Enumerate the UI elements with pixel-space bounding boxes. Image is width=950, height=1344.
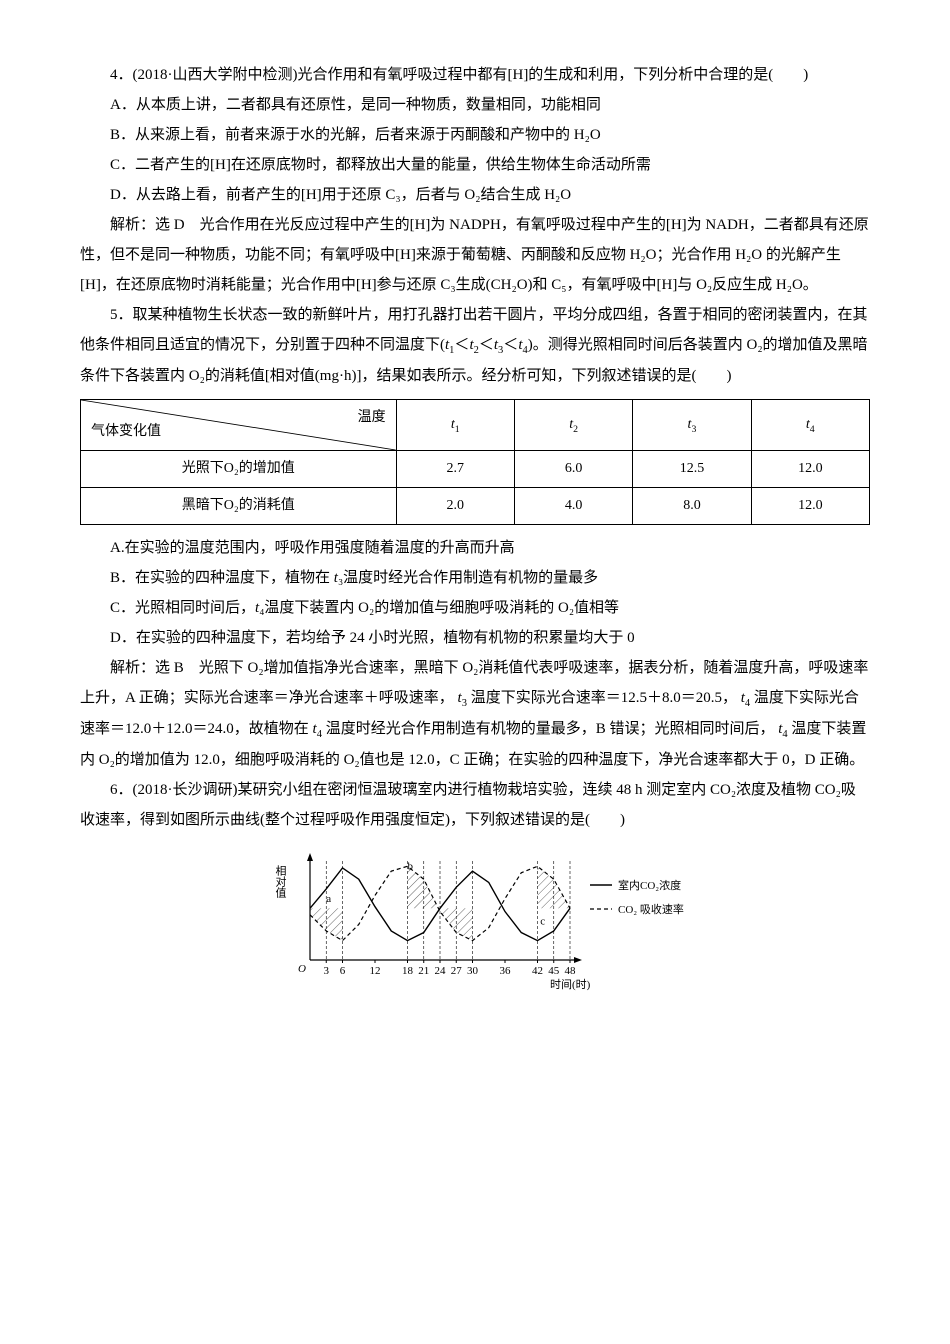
svg-text:CO₂ 吸收速率: CO₂ 吸收速率 bbox=[618, 902, 684, 916]
q5-opt-a: A.在实验的温度范围内，呼吸作用强度随着温度的升高而升高 bbox=[80, 533, 870, 563]
svg-text:24: 24 bbox=[435, 965, 447, 977]
q5-answer: 解析：选 B 光照下 O₂增加值指净光合速率，黑暗下 O₂消耗值代表呼吸速率，据… bbox=[80, 653, 870, 775]
svg-text:27: 27 bbox=[451, 965, 463, 977]
col-t3: t3 bbox=[633, 400, 751, 451]
svg-text:时间(时): 时间(时) bbox=[550, 978, 591, 991]
q4-opt-d: D．从去路上看，前者产生的[H]用于还原 C₃，后者与 O₂结合生成 H₂O bbox=[80, 180, 870, 210]
q5-table: 温度 气体变化值 t1 t2 t3 t4 光照下O₂的增加值 2.7 6.0 1… bbox=[80, 399, 870, 525]
svg-text:a: a bbox=[326, 893, 331, 905]
q5-c-post: ₄温度下装置内 O₂的增加值与细胞呼吸消耗的 O₂值相等 bbox=[259, 600, 619, 616]
svg-text:3: 3 bbox=[324, 965, 330, 977]
q5-opt-d: D．在实验的四种温度下，若均给予 24 小时光照，植物有机物的积累量均大于 0 bbox=[80, 623, 870, 653]
table-diag-header: 温度 气体变化值 bbox=[81, 400, 397, 451]
svg-text:相对值: 相对值 bbox=[274, 865, 287, 899]
q5-opt-c: C．光照相同时间后，t₄温度下装置内 O₂的增加值与细胞呼吸消耗的 O₂值相等 bbox=[80, 593, 870, 623]
q5-stem: 5．取某种植物生长状态一致的新鲜叶片，用打孔器打出若干圆片，平均分成四组，各置于… bbox=[80, 300, 870, 391]
col-t2: t2 bbox=[514, 400, 632, 451]
q5-ans-2: 温度下实际光合速率＝12.5＋8.0＝20.5， bbox=[471, 690, 737, 706]
svg-text:b: b bbox=[408, 861, 414, 873]
svg-text:室内CO₂浓度: 室内CO₂浓度 bbox=[618, 878, 681, 892]
q5-c-pre: C．光照相同时间后， bbox=[110, 600, 255, 616]
q6-stem: 6．(2018·长沙调研)某研究小组在密闭恒温玻璃室内进行植物栽培实验，连续 4… bbox=[80, 775, 870, 835]
q4-opt-c: C．二者产生的[H]在还原底物时，都释放出大量的能量，供给生物体生命活动所需 bbox=[80, 150, 870, 180]
q4-stem: 4．(2018·山西大学附中检测)光合作用和有氧呼吸过程中都有[H]的生成和利用… bbox=[80, 60, 870, 90]
row0-v3: 12.0 bbox=[751, 451, 869, 488]
table-row: 光照下O₂的增加值 2.7 6.0 12.5 12.0 bbox=[81, 451, 870, 488]
svg-text:48: 48 bbox=[565, 965, 577, 977]
table-row: 黑暗下O₂的消耗值 2.0 4.0 8.0 12.0 bbox=[81, 488, 870, 525]
svg-text:45: 45 bbox=[548, 965, 560, 977]
diag-top: 温度 bbox=[358, 404, 386, 432]
q4-opt-b: B．从来源上看，前者来源于水的光解，后者来源于丙酮酸和产物中的 H₂O bbox=[80, 120, 870, 150]
row0-v1: 6.0 bbox=[514, 451, 632, 488]
q5-b-pre: B．在实验的四种温度下，植物在 bbox=[110, 570, 334, 586]
svg-text:18: 18 bbox=[402, 965, 414, 977]
svg-text:42: 42 bbox=[532, 965, 543, 977]
row1-label: 黑暗下O₂的消耗值 bbox=[81, 488, 397, 525]
row1-v3: 12.0 bbox=[751, 488, 869, 525]
row1-v2: 8.0 bbox=[633, 488, 751, 525]
svg-text:12: 12 bbox=[370, 965, 381, 977]
svg-text:O: O bbox=[298, 963, 306, 975]
row0-v2: 12.5 bbox=[633, 451, 751, 488]
q4-opt-a: A．从本质上讲，二者都具有还原性，是同一种物质，数量相同，功能相同 bbox=[80, 90, 870, 120]
q5-ans-4: 温度时经光合作用制造有机物的量最多，B 错误；光照相同时间后， bbox=[326, 721, 775, 737]
chart-svg: O 36 12 18 21 24 27 30 36 42 45 48 a b c 相对值时间(时) 室内CO₂浓… bbox=[265, 845, 685, 995]
svg-text:36: 36 bbox=[500, 965, 512, 977]
row1-v1: 4.0 bbox=[514, 488, 632, 525]
diag-bottom: 气体变化值 bbox=[91, 418, 161, 446]
row0-label: 光照下O₂的增加值 bbox=[81, 451, 397, 488]
svg-text:6: 6 bbox=[340, 965, 346, 977]
q5-b-post: ₃温度时经光合作用制造有机物的量最多 bbox=[338, 570, 598, 586]
q5-opt-b: B．在实验的四种温度下，植物在 t₃温度时经光合作用制造有机物的量最多 bbox=[80, 563, 870, 593]
svg-text:30: 30 bbox=[467, 965, 479, 977]
row1-v0: 2.0 bbox=[396, 488, 514, 525]
svg-text:c: c bbox=[540, 915, 545, 927]
q6-chart: O 36 12 18 21 24 27 30 36 42 45 48 a b c 相对值时间(时) 室内CO₂浓… bbox=[80, 845, 870, 1006]
row0-v0: 2.7 bbox=[396, 451, 514, 488]
col-t1: t1 bbox=[396, 400, 514, 451]
svg-text:21: 21 bbox=[418, 965, 429, 977]
q4-answer: 解析：选 D 光合作用在光反应过程中产生的[H]为 NADPH，有氧呼吸过程中产… bbox=[80, 210, 870, 300]
col-t4: t4 bbox=[751, 400, 869, 451]
